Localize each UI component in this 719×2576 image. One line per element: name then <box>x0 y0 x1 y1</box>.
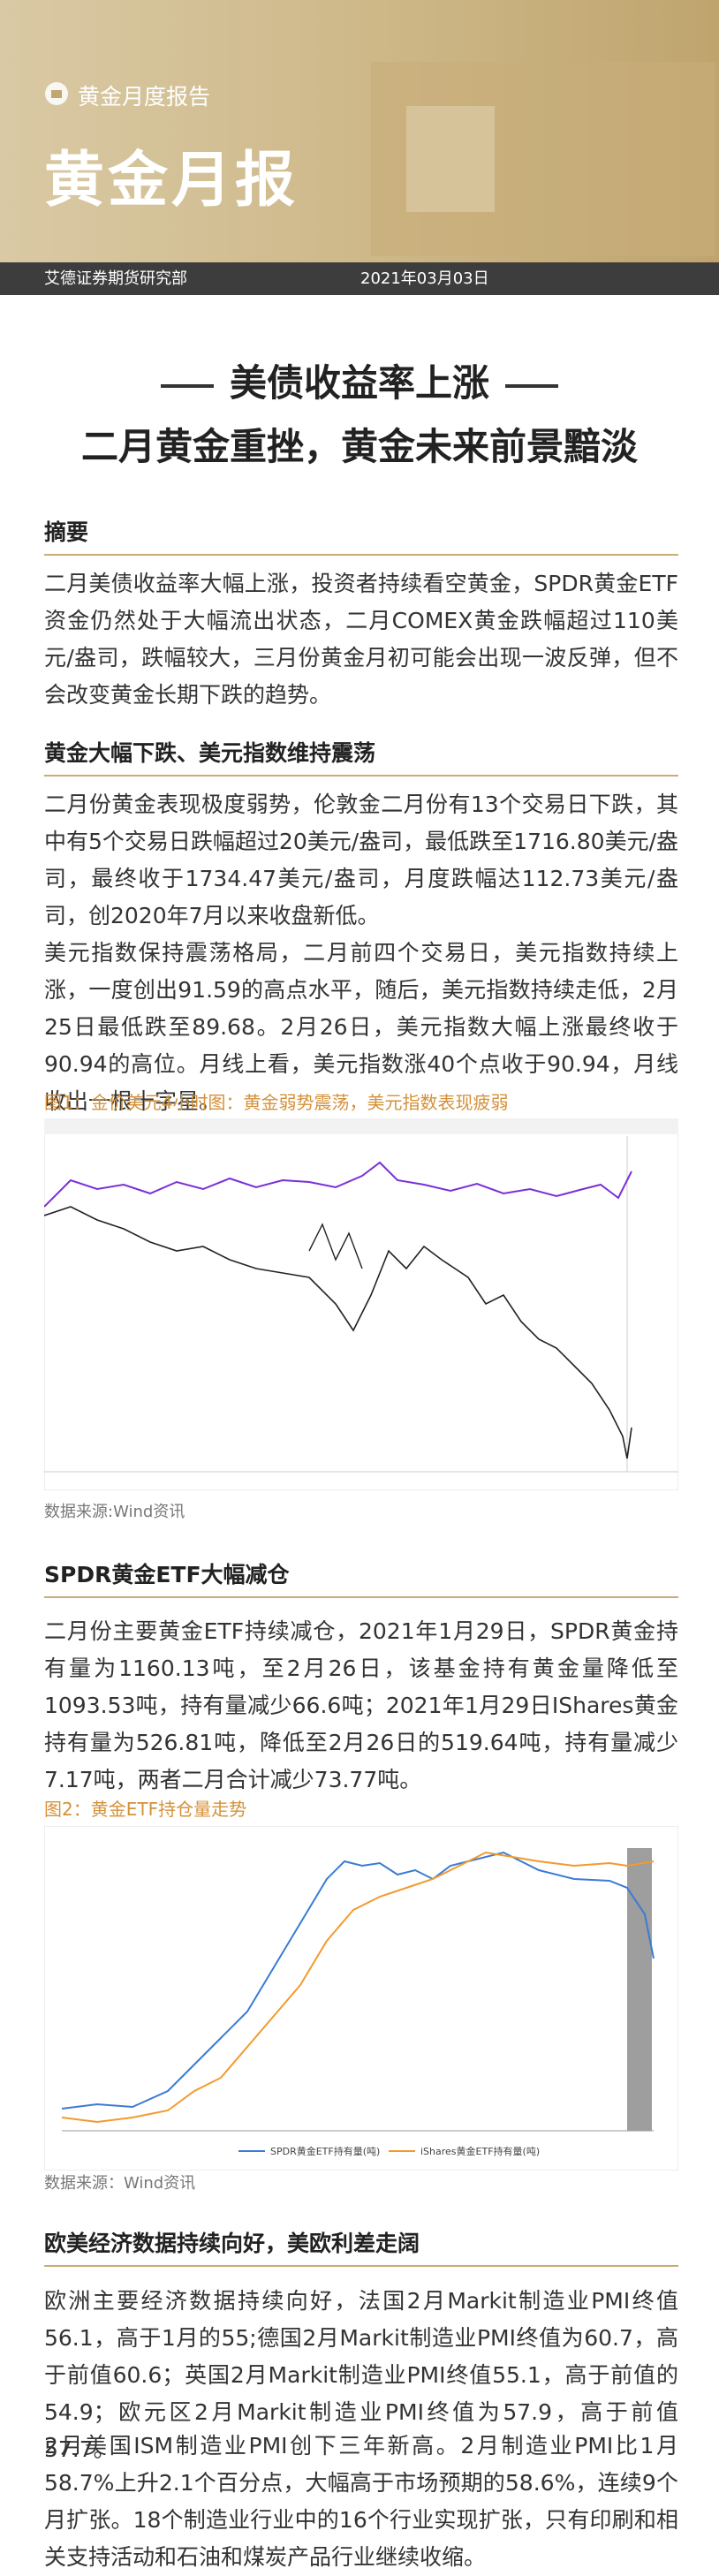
paragraph: 2月美国ISM制造业PMI创下三年新高。2月制造业PMI比1月58.7%上升2.… <box>44 2433 678 2570</box>
headline-1: 美债收益率上涨 <box>0 353 719 407</box>
header-logo <box>371 62 715 256</box>
figure-2: SPDR黄金ETF持有量(吨) iShares黄金ETF持有量(吨) <box>44 1826 678 2171</box>
rule <box>505 383 558 388</box>
figure-source: 数据来源：Wind资讯 <box>44 2174 196 2193</box>
date: 2021年03月03日 <box>360 269 489 288</box>
info-bar: 艾德证券期货研究部 2021年03月03日 <box>0 262 719 295</box>
rule <box>160 383 214 388</box>
figure-caption: 图1：金价美元4小时图：黄金弱势震荡，美元指数表现疲弱 <box>44 1092 509 1113</box>
department: 艾德证券期货研究部 <box>44 269 187 288</box>
section-heading: 欧美经济数据持续向好，美欧利差走阔 <box>44 2226 678 2267</box>
paragraph: 二月美债收益率大幅上涨，投资者持续看空黄金，SPDR黄金ETF资金仍然处于大幅流… <box>44 571 678 708</box>
paragraph: 二月份黄金表现极度弱势，伦敦金二月份有13个交易日下跌，其中有5个交易日跌幅超过… <box>44 792 678 928</box>
section-heading: SPDR黄金ETF大幅减仓 <box>44 1557 678 1598</box>
paragraph: 欧洲主要经济数据持续向好，法国2月Markit制造业PMI终值56.1，高于1月… <box>44 2288 678 2462</box>
header-label: 黄金月度报告 <box>78 84 211 110</box>
figure-caption: 图2：黄金ETF持仓量走势 <box>44 1799 247 1820</box>
header: 黄金月度报告 黄金月报 <box>0 0 719 262</box>
figure-1 <box>44 1118 678 1490</box>
legend-label: SPDR黄金ETF持有量(吨) <box>270 2145 380 2157</box>
header-title: 黄金月报 <box>44 146 299 216</box>
section-heading: 黄金大幅下跌、美元指数维持震荡 <box>44 736 678 777</box>
header-icon <box>45 82 68 105</box>
headline-text: 美债收益率上涨 <box>229 361 489 405</box>
section-heading: 摘要 <box>44 515 678 556</box>
paragraph: 二月份主要黄金ETF持续减仓，2021年1月29日，SPDR黄金持有量为1160… <box>44 1618 678 1792</box>
legend-label: iShares黄金ETF持有量(吨) <box>420 2145 540 2157</box>
figure-source: 数据来源:Wind资讯 <box>44 1503 185 1521</box>
paragraph: 美元指数保持震荡格局，二月前四个交易日，美元指数持续上涨，一度创出91.59的高… <box>44 940 678 1114</box>
headline-2: 二月黄金重挫，黄金未来前景黯淡 <box>80 425 638 468</box>
